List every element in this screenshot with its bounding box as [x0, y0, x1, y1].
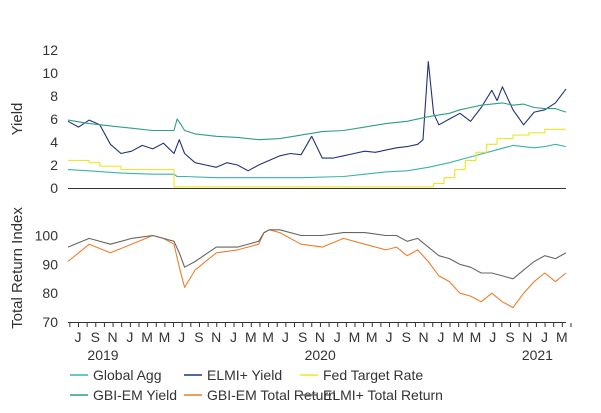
x-month-label: S [505, 329, 514, 345]
legend-label-elmi-yield: ELMI+ Yield [207, 367, 282, 383]
x-month-label: M [262, 329, 274, 345]
elmi-yield-line [67, 60, 567, 172]
yield-y-tick-label: 0 [50, 180, 58, 196]
x-year-label: 2020 [305, 347, 336, 363]
x-month-label: J [489, 329, 496, 345]
x-month-label: J [282, 329, 289, 345]
yield-y-tick-label: 8 [50, 88, 58, 104]
x-month-label: M [245, 329, 257, 345]
legend-label-global-agg: Global Agg [93, 367, 162, 383]
x-month-label: N [315, 329, 325, 345]
return-y-tick-label: 70 [42, 314, 58, 330]
x-year-label: 2019 [87, 347, 118, 363]
x-month-label: M [366, 329, 378, 345]
x-month-label: J [541, 329, 548, 345]
elmi-total-return-line [67, 229, 567, 280]
x-month-label: J [230, 329, 237, 345]
yield-axis-label: Yield [9, 103, 26, 136]
yield-y-tick-label: 2 [50, 157, 58, 173]
x-month-label: M [159, 329, 171, 345]
legend-label-gbi-em-yield: GBI-EM Yield [93, 387, 177, 403]
x-month-label: S [298, 329, 307, 345]
x-month-label: M [452, 329, 464, 345]
total-return-panel: 70 80 90 100 Total Return Index [9, 207, 567, 330]
yield-y-tick-label: 12 [42, 42, 58, 58]
fed-target-rate-line [68, 128, 566, 188]
return-axis-label: Total Return Index [9, 207, 26, 329]
legend: Global Agg ELMI+ Yield Fed Target Rate GBI-… [70, 367, 443, 403]
x-month-label: M [470, 329, 482, 345]
yield-y-tick-label: 6 [50, 111, 58, 127]
x-month-label: N [522, 329, 532, 345]
global-agg-line [67, 143, 567, 179]
x-month-label: J [178, 329, 185, 345]
x-month-label: S [402, 329, 411, 345]
x-month-label: S [194, 329, 203, 345]
legend-label-gbi-em-total-return: GBI-EM Total Return [207, 387, 336, 403]
yield-y-tick-label: 4 [50, 134, 58, 150]
x-month-label: M [141, 329, 153, 345]
x-year-label: 2021 [522, 347, 553, 363]
gbi-em-total-return-line [67, 229, 567, 309]
gbi-em-yield-line [67, 102, 567, 141]
x-month-label: J [126, 329, 133, 345]
x-month-label: J [75, 329, 82, 345]
x-month-label: M [349, 329, 361, 345]
x-month-label: J [437, 329, 444, 345]
x-month-label: S [91, 329, 100, 345]
yield-panel: 0 2 4 6 8 10 12 Yield [9, 42, 567, 196]
x-month-label: N [419, 329, 429, 345]
return-y-tick-label: 80 [42, 285, 58, 301]
legend-label-fed-target-rate: Fed Target Rate [323, 367, 423, 383]
return-y-tick-label: 90 [42, 256, 58, 272]
x-month-label: N [107, 329, 117, 345]
legend-label-elmi-total-return: ELMI+ Total Return [323, 387, 443, 403]
x-month-label: N [211, 329, 221, 345]
x-month-label: J [334, 329, 341, 345]
yield-y-tick-label: 10 [42, 65, 58, 81]
x-month-label: M [556, 329, 568, 345]
x-month-label: J [386, 329, 393, 345]
return-y-tick-label: 100 [35, 228, 59, 244]
